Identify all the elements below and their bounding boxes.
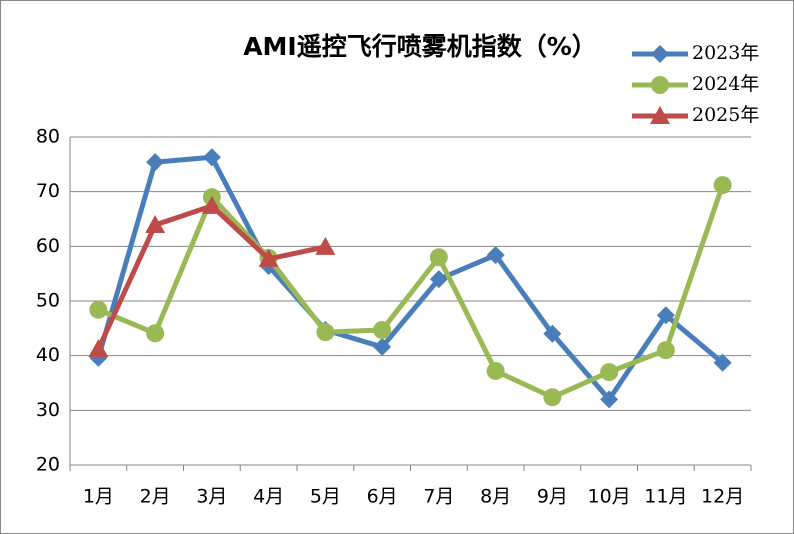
x-tick-label: 4月 [253, 486, 284, 508]
data-point [543, 388, 562, 407]
data-point [486, 246, 505, 265]
x-tick-label: 2月 [140, 486, 171, 508]
x-tick-label: 10月 [588, 486, 631, 508]
data-point [258, 248, 279, 267]
data-point [486, 361, 505, 380]
data-point [429, 248, 448, 267]
y-tick-label: 80 [36, 126, 60, 148]
chart-title: AMI遥控飞行喷雾机指数（%） [243, 32, 597, 61]
data-point [88, 339, 109, 358]
legend-marker [651, 45, 669, 63]
legend-label: 2024年 [692, 73, 759, 95]
data-point [315, 236, 336, 255]
data-point [202, 148, 221, 167]
data-point [146, 153, 165, 172]
x-tick-label: 5月 [310, 486, 341, 508]
y-tick-label: 40 [36, 344, 60, 366]
x-tick-label: 8月 [480, 486, 511, 508]
series-line [95, 154, 725, 402]
x-tick-label: 3月 [196, 486, 227, 508]
data-point [543, 324, 562, 343]
x-tick-label: 6月 [367, 486, 398, 508]
legend-label: 2023年 [692, 42, 759, 64]
data-point [656, 306, 675, 325]
x-tick-label: 12月 [701, 486, 744, 508]
data-point [713, 176, 732, 195]
legend-marker [650, 106, 670, 124]
x-tick-label: 1月 [83, 486, 114, 508]
data-point [146, 324, 165, 343]
legend-label: 2025年 [692, 104, 759, 126]
data-point [600, 390, 619, 409]
y-tick-label: 50 [36, 290, 60, 312]
data-point [373, 337, 392, 356]
y-tick-label: 30 [36, 399, 60, 421]
data-point [373, 320, 392, 339]
y-tick-label: 70 [36, 180, 60, 202]
x-tick-label: 7月 [423, 486, 454, 508]
data-point [145, 215, 166, 234]
x-tick-label: 11月 [644, 486, 687, 508]
data-point [656, 341, 675, 360]
x-tick-label: 9月 [537, 486, 568, 508]
y-tick-label: 20 [36, 454, 60, 476]
y-tick-label: 60 [36, 235, 60, 257]
series-line [97, 184, 725, 400]
data-point [201, 195, 222, 214]
legend-marker [651, 76, 669, 94]
data-point [89, 300, 108, 319]
data-point [713, 353, 732, 372]
data-point [429, 270, 448, 289]
data-point [316, 323, 335, 342]
data-point [600, 363, 619, 382]
